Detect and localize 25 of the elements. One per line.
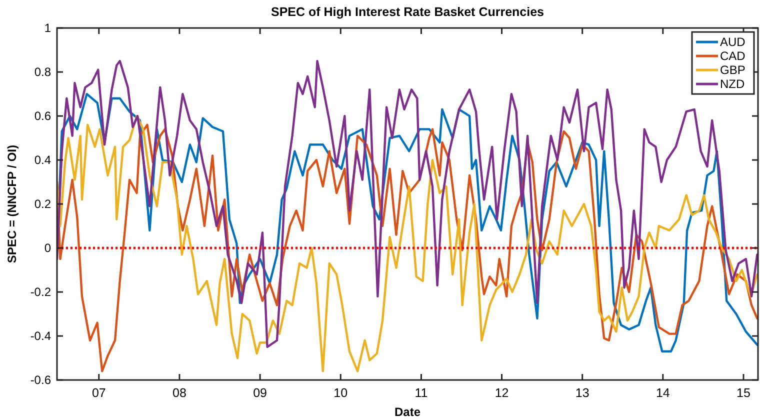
y-tick-label: -0.4 [30,329,52,344]
y-tick-label: 0.8 [34,65,52,80]
legend-label: AUD [720,35,746,50]
y-tick-label: 0.6 [34,109,52,124]
legend-label: GBP [720,63,746,78]
y-tick-label: 0 [44,241,52,256]
y-tick-label: 1 [44,21,52,36]
legend-label: CAD [720,49,746,64]
y-tick-label: 0.4 [34,153,52,168]
x-tick-label: 09 [253,386,268,400]
x-tick-label: 10 [334,386,348,400]
chart-title: SPEC of High Interest Rate Basket Currencies [271,5,544,19]
x-tick-label: 12 [494,386,509,400]
y-tick-label: -0.6 [30,373,52,388]
x-tick-label: 13 [575,386,590,400]
x-tick-label: 08 [172,386,186,400]
y-tick-label: -0.2 [30,285,52,300]
x-tick-label: 14 [656,386,670,400]
legend-label: NZD [720,77,745,92]
x-tick-label: 11 [414,386,428,400]
x-axis-title: Date [394,405,421,419]
y-tick-label: 0.2 [34,197,52,212]
y-axis-title: SPEC = (NNCFP / OI) [5,144,19,264]
x-tick-label: 07 [92,386,106,400]
x-tick-label: 15 [736,386,750,400]
